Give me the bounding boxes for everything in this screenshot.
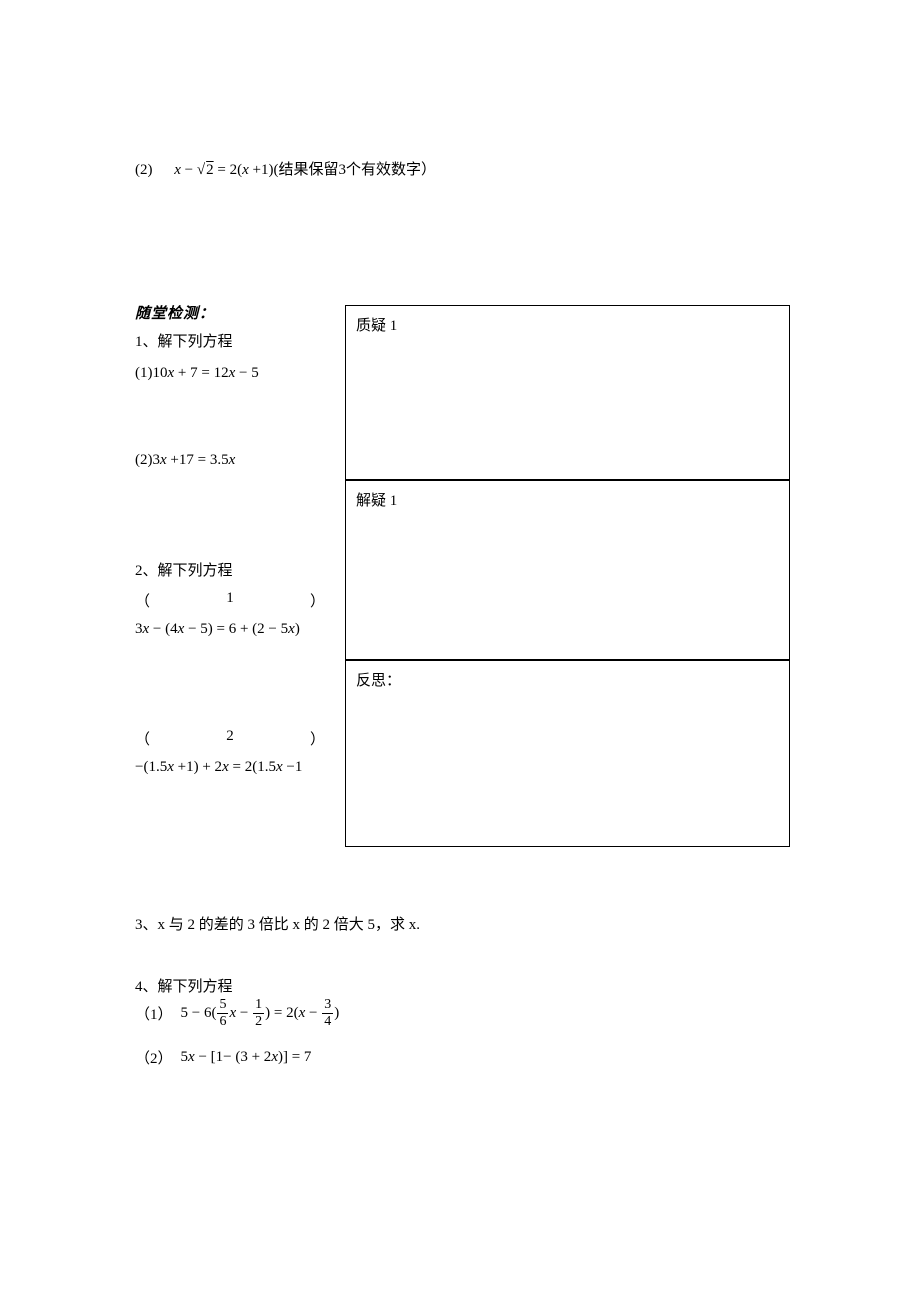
top-equation-row: (2) x − √2 = 2(x +1)(结果保留3个有效数字） — [135, 158, 436, 179]
paren-num1: 1 — [226, 590, 234, 611]
problem2-sub1-label: （ 1 ） — [135, 590, 325, 611]
problem1-title: 1、解下列方程 — [135, 330, 345, 351]
problem2-sub2-label: （ 2 ） — [135, 728, 325, 749]
problem4-eq1-body: 5 − 6( 5 6 x − 1 2 ) = 2(x − 3 4 ) — [181, 998, 340, 1029]
top-eq-body: x − √2 = 2(x +1) — [174, 162, 273, 178]
problem1-eq1: (1)10x + 7 = 12x − 5 — [135, 365, 345, 382]
question-box-1-label: 质疑 1 — [356, 318, 397, 334]
fraction-5-6: 5 6 — [217, 998, 228, 1029]
problem4-eq1: （1） 5 − 6( 5 6 x − 1 2 ) = 2(x − 3 4 — [135, 998, 339, 1029]
notes-column: 质疑 1 解疑 1 反思： — [345, 305, 790, 847]
reflection-box-label: 反思： — [356, 673, 401, 689]
answer-box-1: 解疑 1 — [345, 480, 790, 660]
top-eq-label: (2) — [135, 162, 153, 178]
paren-num2: 2 — [226, 728, 234, 749]
question-box-1: 质疑 1 — [345, 305, 790, 480]
paren-close: ） — [310, 590, 325, 611]
problem4-eq1-label: （1） — [135, 1003, 173, 1024]
paren-open2: （ — [135, 728, 150, 749]
problem3-text: 3、x 与 2 的差的 3 倍比 x 的 2 倍大 5，求 x. — [135, 913, 420, 934]
problem2-eq1: 3x − (4x − 5) = 6 + (2 − 5x) — [135, 621, 345, 638]
reflection-box: 反思： — [345, 660, 790, 847]
top-eq-note: (结果保留3个有效数字） — [273, 162, 436, 178]
section-header: 随堂检测： — [135, 302, 215, 323]
problem4-eq2: （2） 5x − [1− (3 + 2x)] = 7 — [135, 1047, 339, 1068]
paren-close2: ） — [310, 728, 325, 749]
problem4-title: 4、解下列方程 — [135, 975, 339, 996]
fraction-1-2: 1 2 — [253, 998, 264, 1029]
paren-open: （ — [135, 590, 150, 611]
problem1-eq2: (2)3x +17 = 3.5x — [135, 452, 345, 469]
problem2-eq2: −(1.5x +1) + 2x = 2(1.5x −1 — [135, 759, 345, 776]
problem4-eq2-body: 5x − [1− (3 + 2x)] = 7 — [181, 1049, 312, 1066]
left-column: 1、解下列方程 (1)10x + 7 = 12x − 5 (2)3x +17 =… — [135, 330, 345, 796]
problem4-eq2-label: （2） — [135, 1047, 173, 1068]
problem2-title: 2、解下列方程 — [135, 559, 345, 580]
fraction-3-4: 3 4 — [322, 998, 333, 1029]
problem4-block: 4、解下列方程 （1） 5 − 6( 5 6 x − 1 2 ) = 2(x −… — [135, 975, 339, 1068]
answer-box-1-label: 解疑 1 — [356, 493, 397, 509]
